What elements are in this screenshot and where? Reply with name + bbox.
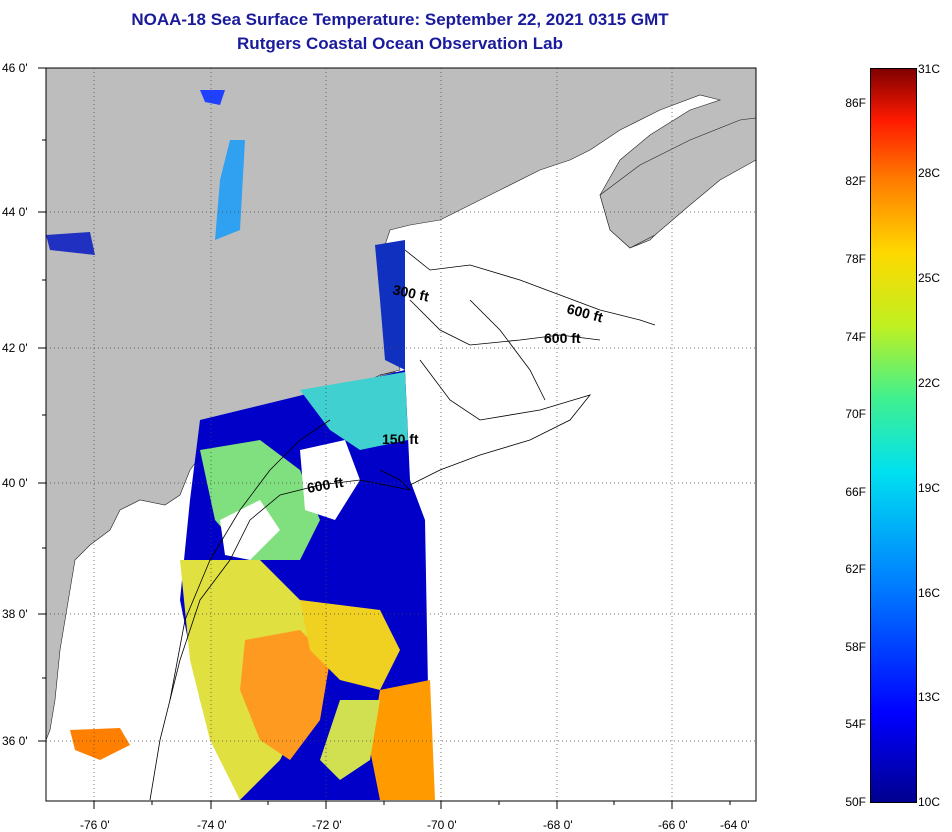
colorbar-c-label: 10C — [918, 795, 941, 809]
colorbar-f-label: 86F — [845, 96, 866, 110]
colorbar-f-label: 70F — [845, 407, 866, 421]
lon-label: -74 0' — [197, 818, 227, 832]
colorbar-c-label: 16C — [918, 586, 941, 600]
map-subtitle: Rutgers Coastal Ocean Observation Lab — [237, 34, 563, 53]
colorbar-c-label: 25C — [918, 271, 941, 285]
bathymetry-contours — [149, 249, 656, 801]
colorbar-c-label: 28C — [918, 166, 941, 180]
lon-label: -76 0' — [80, 818, 110, 832]
contour-label: 300 ft — [391, 281, 430, 304]
contour-label: 150 ft — [382, 431, 419, 447]
nova-scotia — [599, 117, 757, 249]
colorbar-f-label: 58F — [845, 640, 866, 654]
colorbar-f-label: 54F — [845, 717, 866, 731]
colorbar-f-label: 74F — [845, 330, 866, 344]
contour-label: 600 ft — [544, 330, 581, 346]
lon-label: -72 0' — [312, 818, 342, 832]
map-title: NOAA-18 Sea Surface Temperature: Septemb… — [131, 10, 669, 29]
colorbar-f-label: 78F — [845, 252, 866, 266]
lat-label: 38 0' — [2, 607, 28, 621]
temperature-colorbar — [870, 68, 917, 803]
lon-label: -68 0' — [543, 818, 573, 832]
lat-label: 46 0' — [2, 61, 28, 75]
colorbar-f-label: 82F — [845, 174, 866, 188]
sst-swath — [46, 90, 435, 800]
axis-ticks — [38, 67, 731, 809]
lon-label: -70 0' — [427, 818, 457, 832]
lat-label: 40 0' — [2, 476, 28, 490]
plot-frame — [45, 67, 757, 802]
lon-label: -66 0' — [658, 818, 688, 832]
colorbar-f-label: 50F — [845, 795, 866, 809]
colorbar-c-label: 22C — [918, 376, 941, 390]
contour-label: 600 ft — [306, 474, 345, 496]
colorbar-f-label: 62F — [845, 562, 866, 576]
lat-label: 42 0' — [2, 341, 28, 355]
colorbar-c-label: 19C — [918, 481, 941, 495]
colorbar-c-label: 13C — [918, 690, 941, 704]
colorbar-c-label: 31C — [918, 62, 941, 76]
lat-label: 36 0' — [2, 734, 28, 748]
lat-label: 44 0' — [2, 205, 28, 219]
colorbar-f-label: 66F — [845, 485, 866, 499]
lon-label: -64 0' — [720, 818, 750, 832]
